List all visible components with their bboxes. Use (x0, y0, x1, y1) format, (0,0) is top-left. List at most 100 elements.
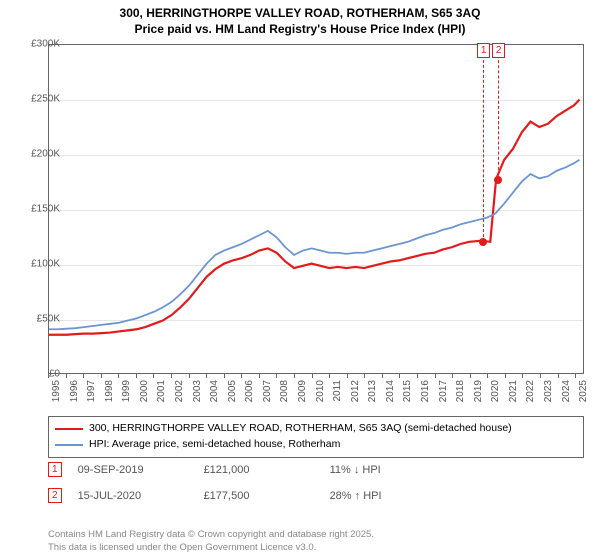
x-axis-label: 1997 (86, 380, 97, 410)
footer-line1: Contains HM Land Registry data © Crown c… (48, 529, 374, 541)
x-tick (505, 374, 506, 378)
x-tick (558, 374, 559, 378)
sale-marker-1: 1 (48, 462, 62, 477)
x-axis-label: 2008 (279, 380, 290, 410)
x-axis-label: 2013 (367, 380, 378, 410)
footer-line2: This data is licensed under the Open Gov… (48, 542, 374, 554)
sale-price-2: £177,500 (204, 490, 314, 502)
x-tick (101, 374, 102, 378)
x-axis-label: 2015 (402, 380, 413, 410)
sale-delta-2: 28% ↑ HPI (330, 490, 382, 502)
x-tick (347, 374, 348, 378)
x-axis-label: 1995 (51, 380, 62, 410)
x-axis-label: 2023 (543, 380, 554, 410)
x-tick (435, 374, 436, 378)
x-tick (399, 374, 400, 378)
x-axis-label: 2005 (227, 380, 238, 410)
x-tick (189, 374, 190, 378)
x-axis-label: 2019 (473, 380, 484, 410)
x-axis-label: 2001 (156, 380, 167, 410)
x-tick (487, 374, 488, 378)
legend-swatch-blue (55, 444, 83, 446)
series-line-price_paid (49, 100, 580, 335)
x-axis-label: 2003 (192, 380, 203, 410)
y-axis-label: £0 (14, 369, 60, 380)
x-tick (364, 374, 365, 378)
legend: 300, HERRINGTHORPE VALLEY ROAD, ROTHERHA… (48, 416, 584, 458)
x-tick (294, 374, 295, 378)
chart-title-line1: 300, HERRINGTHORPE VALLEY ROAD, ROTHERHA… (0, 0, 600, 22)
y-axis-label: £50K (14, 314, 60, 325)
x-axis-label: 2006 (244, 380, 255, 410)
y-axis-label: £200K (14, 149, 60, 160)
legend-label-price-paid: 300, HERRINGTHORPE VALLEY ROAD, ROTHERHA… (89, 421, 512, 437)
series-line-hpi (49, 160, 580, 329)
sale-row-2: 2 15-JUL-2020 £177,500 28% ↑ HPI (48, 488, 584, 503)
chart-title-line2: Price paid vs. HM Land Registry's House … (0, 22, 600, 36)
x-tick (83, 374, 84, 378)
x-axis-label: 2022 (525, 380, 536, 410)
x-tick (312, 374, 313, 378)
x-axis-label: 2010 (315, 380, 326, 410)
x-axis-label: 2011 (332, 380, 343, 410)
y-axis-label: £150K (14, 204, 60, 215)
sale-marker-2: 2 (48, 488, 62, 503)
footer: Contains HM Land Registry data © Crown c… (48, 529, 374, 554)
y-axis-label: £250K (14, 94, 60, 105)
x-tick (118, 374, 119, 378)
y-axis-label: £300K (14, 39, 60, 50)
sale-marker-dot (494, 176, 502, 184)
callout-line (498, 45, 499, 180)
legend-row-price-paid: 300, HERRINGTHORPE VALLEY ROAD, ROTHERHA… (55, 421, 577, 437)
x-axis-label: 2014 (385, 380, 396, 410)
x-axis-label: 2004 (209, 380, 220, 410)
x-axis-label: 1998 (104, 380, 115, 410)
x-tick (259, 374, 260, 378)
sale-price-1: £121,000 (204, 464, 314, 476)
x-tick (382, 374, 383, 378)
x-tick (540, 374, 541, 378)
x-tick (522, 374, 523, 378)
x-axis-label: 2012 (350, 380, 361, 410)
chart-container: 300, HERRINGTHORPE VALLEY ROAD, ROTHERHA… (0, 0, 600, 560)
x-tick (153, 374, 154, 378)
x-axis-label: 2020 (490, 380, 501, 410)
sale-marker-dot (479, 238, 487, 246)
x-axis-label: 2007 (262, 380, 273, 410)
x-axis-label: 2024 (561, 380, 572, 410)
sale-date-1: 09-SEP-2019 (78, 464, 188, 476)
line-svg (49, 45, 583, 373)
x-tick (470, 374, 471, 378)
x-axis-label: 2025 (578, 380, 589, 410)
x-tick (276, 374, 277, 378)
x-tick (575, 374, 576, 378)
callout-line (483, 45, 484, 242)
x-tick (48, 374, 49, 378)
x-tick (224, 374, 225, 378)
x-axis-label: 2018 (455, 380, 466, 410)
x-tick (171, 374, 172, 378)
legend-swatch-red (55, 428, 83, 430)
x-tick (329, 374, 330, 378)
x-tick (66, 374, 67, 378)
x-tick (417, 374, 418, 378)
x-tick (241, 374, 242, 378)
legend-label-hpi: HPI: Average price, semi-detached house,… (89, 437, 340, 453)
x-axis-label: 1996 (69, 380, 80, 410)
sale-row-1: 1 09-SEP-2019 £121,000 11% ↓ HPI (48, 462, 584, 477)
sale-delta-1: 11% ↓ HPI (330, 464, 381, 476)
y-axis-label: £100K (14, 259, 60, 270)
plot-area: 12 (48, 44, 584, 374)
x-tick (136, 374, 137, 378)
x-axis-label: 2002 (174, 380, 185, 410)
x-axis-label: 2016 (420, 380, 431, 410)
x-axis-label: 2000 (139, 380, 150, 410)
x-tick (206, 374, 207, 378)
x-axis-label: 2021 (508, 380, 519, 410)
legend-row-hpi: HPI: Average price, semi-detached house,… (55, 437, 577, 453)
x-tick (452, 374, 453, 378)
x-axis-label: 2009 (297, 380, 308, 410)
x-axis-label: 1999 (121, 380, 132, 410)
callout-number: 1 (477, 43, 491, 58)
x-axis-label: 2017 (438, 380, 449, 410)
